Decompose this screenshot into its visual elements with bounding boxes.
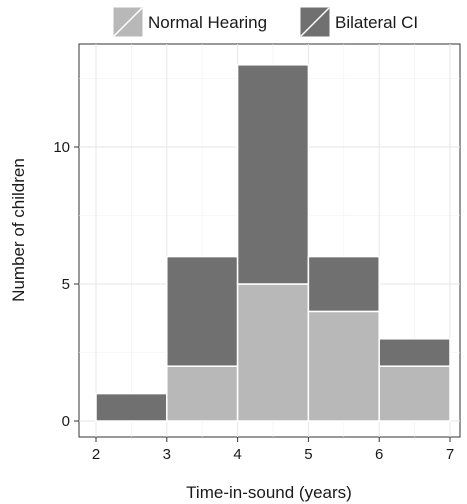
legend: Normal Hearing Bilateral CI — [112, 6, 418, 38]
axes: 2 3 4 5 6 7 0 5 10 — [53, 139, 454, 463]
y-tick-label: 5 — [62, 276, 70, 293]
y-axis-title: Number of children — [9, 158, 28, 302]
bar-bilateral-ci-5 — [307, 255, 380, 313]
bar-normal-hearing-3 — [166, 365, 239, 422]
bar-normal-hearing-5 — [307, 310, 380, 422]
bar-bilateral-ci-6 — [378, 338, 451, 367]
x-tick-label: 2 — [92, 446, 100, 463]
bar-normal-hearing-6 — [378, 365, 451, 422]
bar-bilateral-ci-3 — [166, 255, 239, 367]
legend-key-bilateral-ci-slash — [300, 7, 330, 37]
bar-bilateral-ci-2 — [95, 392, 168, 422]
x-tick-label: 4 — [233, 446, 241, 463]
legend-key-normal-hearing-slash — [113, 7, 143, 37]
bars — [95, 64, 451, 422]
legend-label-bilateral-ci: Bilateral CI — [335, 13, 418, 32]
x-tick-label: 7 — [446, 446, 454, 463]
x-tick-label: 3 — [163, 446, 171, 463]
bar-bilateral-ci-4 — [236, 64, 310, 285]
y-tick-label: 0 — [62, 413, 70, 430]
legend-label-normal-hearing: Normal Hearing — [148, 13, 267, 32]
y-tick-label: 10 — [53, 139, 70, 156]
bar-normal-hearing-4 — [236, 283, 310, 422]
x-tick-label: 6 — [375, 446, 383, 463]
x-tick-label: 5 — [304, 446, 312, 463]
x-axis-title: Time-in-sound (years) — [186, 483, 352, 502]
